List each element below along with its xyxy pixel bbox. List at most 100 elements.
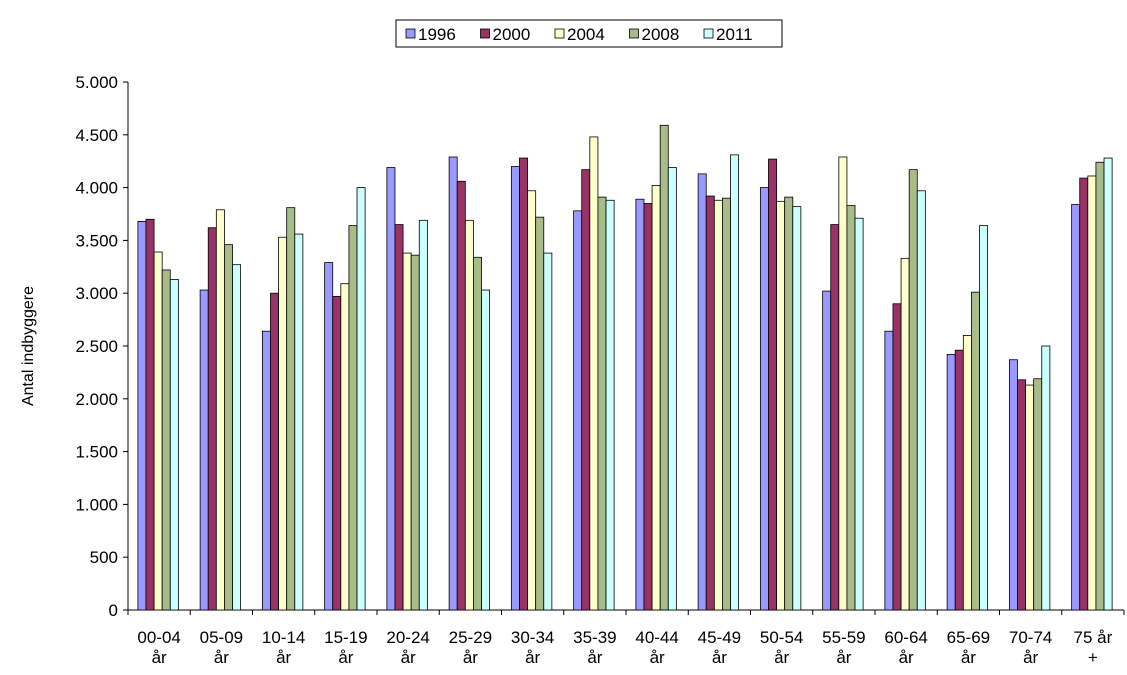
bar-2004 [838, 156, 848, 611]
bar-1996 [573, 210, 583, 611]
x-tick-label: år [961, 648, 976, 667]
x-tick-label: + [1088, 648, 1098, 667]
bar-2008 [908, 169, 918, 611]
bar-1996 [324, 262, 334, 611]
y-tick-label: 0 [109, 601, 118, 620]
bar-2011 [1103, 157, 1113, 611]
y-tick-label: 2.000 [75, 390, 118, 409]
bar-1996 [635, 198, 645, 611]
bar-2008 [722, 197, 731, 611]
bar-2011 [1041, 345, 1051, 611]
bar-2011 [169, 279, 179, 611]
x-tick-label: 00-04 [137, 628, 180, 647]
bar-2008 [286, 207, 296, 611]
bar-2000 [1017, 379, 1026, 611]
x-tick-label: år [650, 648, 665, 667]
y-tick-label: 2.500 [75, 337, 118, 356]
bar-1996 [946, 354, 956, 611]
bar-2008 [971, 291, 980, 611]
bar-1996 [137, 220, 147, 611]
bar-2004 [713, 199, 723, 611]
x-tick-label: 70-74 [1009, 628, 1052, 647]
bar-2000 [1079, 177, 1089, 611]
y-axis-title: Antal indbyggere [20, 286, 37, 406]
bar-2000 [705, 195, 715, 611]
bar-2011 [979, 225, 989, 611]
x-tick-label: år [899, 648, 914, 667]
bar-2004 [962, 335, 972, 611]
bar-2004 [278, 236, 288, 611]
bar-2011 [792, 206, 802, 611]
bar-2008 [161, 269, 171, 611]
bar-2004 [464, 219, 474, 611]
bar-2000 [830, 224, 840, 611]
bar-2008 [473, 256, 482, 611]
x-tick-label: 25-29 [449, 628, 492, 647]
bar-2008 [535, 216, 545, 611]
bar-2011 [232, 264, 242, 611]
x-tick-label: 35-39 [573, 628, 616, 647]
bar-2000 [954, 349, 964, 611]
bar-2004 [215, 209, 225, 611]
bar-1996 [1071, 204, 1081, 611]
y-tick-label: 4.000 [75, 179, 118, 198]
x-tick-label: år [401, 648, 416, 667]
bar-2011 [854, 217, 864, 611]
bar-2011 [605, 199, 615, 611]
bar-2004 [776, 200, 786, 611]
bar-2008 [784, 196, 794, 611]
bar-2011 [667, 167, 677, 611]
legend-swatch-2004 [554, 28, 565, 39]
bar-2000 [332, 295, 342, 611]
bar-2000 [145, 218, 155, 611]
bar-2000 [768, 158, 777, 611]
bar-2004 [1025, 384, 1035, 611]
bar-2000 [581, 169, 591, 611]
x-tick-label: 30-34 [511, 628, 554, 647]
x-tick-label: år [276, 648, 291, 667]
bar-2004 [1087, 175, 1097, 611]
bar-2008 [348, 225, 358, 611]
x-tick-label: 50-54 [760, 628, 803, 647]
bar-2004 [651, 185, 661, 611]
x-tick-label: 65-69 [947, 628, 990, 647]
bar-1996 [261, 330, 271, 611]
y-tick-label: 500 [90, 548, 118, 567]
y-tick-label: 4.500 [75, 126, 118, 145]
x-tick-label: 15-19 [324, 628, 367, 647]
bar-2000 [519, 157, 528, 611]
bar-2004 [527, 190, 537, 611]
bar-2004 [402, 252, 412, 611]
legend-swatch-2000 [480, 28, 490, 39]
bar-2000 [892, 303, 902, 611]
y-tick-label: 5.000 [75, 73, 118, 92]
x-tick-label: år [836, 648, 851, 667]
legend-swatch-2011 [703, 28, 714, 39]
bar-2004 [900, 257, 910, 611]
x-tick-label: år [1023, 648, 1038, 667]
y-tick-label: 1.500 [75, 443, 118, 462]
bar-2011 [543, 252, 553, 611]
legend-swatch-2008 [629, 28, 639, 39]
legend-label: 2011 [716, 25, 753, 44]
legend-label: 2000 [493, 25, 531, 44]
bar-2004 [589, 136, 599, 611]
bar-1996 [386, 167, 396, 611]
x-tick-label: 10-14 [262, 628, 305, 647]
bar-2000 [207, 227, 217, 611]
bar-2011 [916, 190, 926, 611]
bar-2008 [1095, 161, 1105, 611]
bar-1996 [1008, 359, 1018, 611]
legend-label: 2004 [567, 25, 605, 44]
x-tick-label: år [152, 648, 167, 667]
legend-label: 1996 [418, 25, 456, 44]
bar-1996 [510, 166, 520, 611]
bar-2008 [597, 196, 607, 611]
x-tick-label: år [214, 648, 229, 667]
bar-2004 [340, 283, 350, 611]
y-tick-label: 3.000 [75, 284, 118, 303]
x-tick-label: 75 år [1074, 628, 1113, 647]
y-tick-label: 1.000 [75, 495, 118, 514]
